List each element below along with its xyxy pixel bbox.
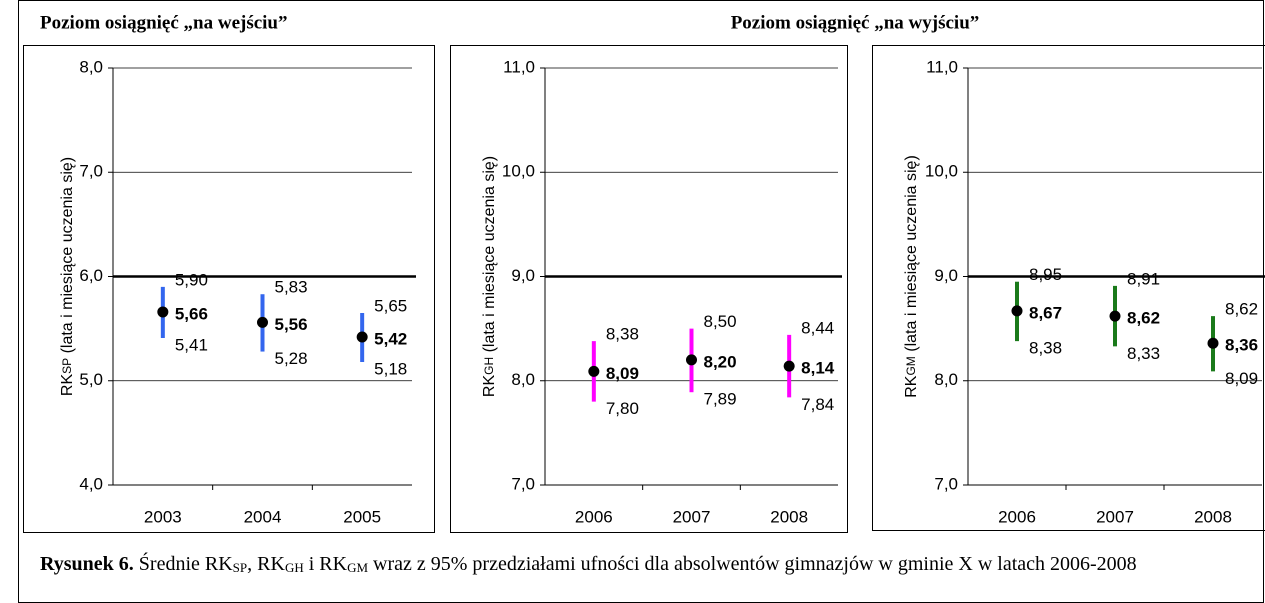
panel-box: [450, 45, 848, 533]
lower-label: 7,80: [606, 399, 639, 418]
x-tick-label: 2006: [998, 507, 1036, 526]
lower-label: 5,28: [275, 349, 308, 368]
y-tick-label: 9,0: [934, 266, 958, 285]
y-axis-label-part: GM: [904, 356, 918, 375]
y-tick-label: 10,0: [925, 162, 958, 181]
y-axis-label-part: RK: [903, 375, 920, 398]
mean-point: [1207, 337, 1219, 349]
y-tick-label: 5,0: [79, 370, 103, 389]
lower-label: 7,89: [704, 390, 737, 409]
value-label: 8,09: [606, 364, 639, 383]
upper-label: 8,95: [1029, 265, 1062, 284]
mean-point: [1109, 310, 1121, 322]
y-tick-label: 10,0: [502, 162, 535, 181]
mean-point: [1011, 305, 1023, 317]
caption: Rysunek 6. Średnie RKSP, RKGH i RKGM wra…: [40, 551, 1255, 577]
lower-label: 5,18: [374, 359, 407, 378]
y-axis-label-part: (lata i miesiące uczenia się): [481, 156, 498, 357]
caption-text: Średnie RK: [133, 553, 233, 575]
upper-label: 5,90: [175, 270, 208, 289]
x-tick-label: 2005: [343, 507, 381, 526]
caption-label: Rysunek 6.: [40, 553, 134, 575]
caption-text: i RK: [303, 553, 348, 575]
x-tick-label: 2007: [1096, 507, 1134, 526]
upper-label: 8,38: [606, 325, 639, 344]
y-tick-label: 8,0: [511, 370, 535, 389]
caption-text: , RK: [247, 553, 285, 575]
mean-point: [257, 316, 268, 328]
y-axis-label-part: (lata i miesiące uczenia się): [59, 157, 76, 358]
panel-box: [872, 45, 1265, 531]
mean-point: [686, 354, 697, 366]
y-axis-label-part: (lata i miesiące uczenia się): [903, 155, 920, 356]
value-label: 8,20: [704, 352, 737, 371]
upper-label: 5,65: [374, 296, 407, 315]
x-tick-label: 2007: [673, 507, 711, 526]
upper-label: 8,62: [1225, 300, 1258, 319]
caption-text: wraz z 95% przedziałami ufności dla abso…: [368, 553, 1137, 575]
y-tick-label: 7,0: [934, 474, 958, 493]
y-tick-label: 6,0: [79, 266, 103, 285]
upper-label: 8,91: [1127, 269, 1160, 288]
panel-box: [23, 45, 435, 533]
x-tick-label: 2004: [244, 507, 282, 526]
upper-label: 5,83: [275, 278, 308, 297]
frame: [18, 0, 1264, 603]
value-label: 8,36: [1225, 336, 1258, 355]
y-tick-label: 11,0: [926, 57, 958, 76]
value-label: 5,56: [275, 315, 308, 334]
y-axis-label-part: RK: [481, 375, 498, 398]
y-axis-label: RKGH (lata i miesiące uczenia się): [481, 156, 498, 397]
caption-text: GH: [284, 560, 304, 575]
lower-label: 8,33: [1127, 344, 1160, 363]
x-tick-label: 2008: [1194, 507, 1232, 526]
mean-point: [783, 360, 795, 372]
y-tick-label: 7,0: [79, 162, 103, 181]
value-label: 8,67: [1029, 303, 1062, 322]
heading: Poziom osiągnięć „na wejściu”: [40, 12, 288, 33]
y-tick-label: 8,0: [79, 57, 103, 76]
caption-text: SP: [232, 560, 248, 575]
x-tick-label: 2006: [575, 507, 613, 526]
heading: Poziom osiągnięć „na wyjściu”: [731, 12, 980, 33]
mean-point: [356, 331, 368, 343]
upper-label: 8,50: [704, 312, 737, 331]
mean-point: [588, 365, 600, 377]
x-tick-label: 2003: [144, 507, 182, 526]
y-axis-label: RKSP (lata i miesiące uczenia się): [59, 157, 76, 396]
y-axis-label-part: RK: [59, 374, 76, 397]
value-label: 8,14: [801, 359, 835, 378]
value-label: 8,62: [1127, 309, 1160, 328]
caption-text: GM: [347, 560, 369, 575]
y-tick-label: 8,0: [934, 370, 958, 389]
value-label: 5,42: [374, 329, 407, 348]
x-tick-label: 2008: [770, 507, 808, 526]
mean-point: [157, 306, 169, 318]
lower-label: 7,84: [801, 395, 834, 414]
y-tick-label: 7,0: [511, 474, 535, 493]
y-axis-label: RKGM (lata i miesiące uczenia się): [903, 155, 920, 398]
lower-label: 8,09: [1225, 369, 1258, 388]
upper-label: 8,44: [801, 318, 834, 337]
lower-label: 8,38: [1029, 339, 1062, 358]
y-axis-label-part: SP: [60, 358, 74, 374]
y-tick-label: 11,0: [503, 57, 535, 76]
y-axis-label-part: GH: [482, 357, 496, 375]
y-tick-label: 9,0: [511, 266, 535, 285]
lower-label: 5,41: [175, 335, 208, 354]
value-label: 5,66: [175, 304, 208, 323]
y-tick-label: 4,0: [79, 474, 103, 493]
